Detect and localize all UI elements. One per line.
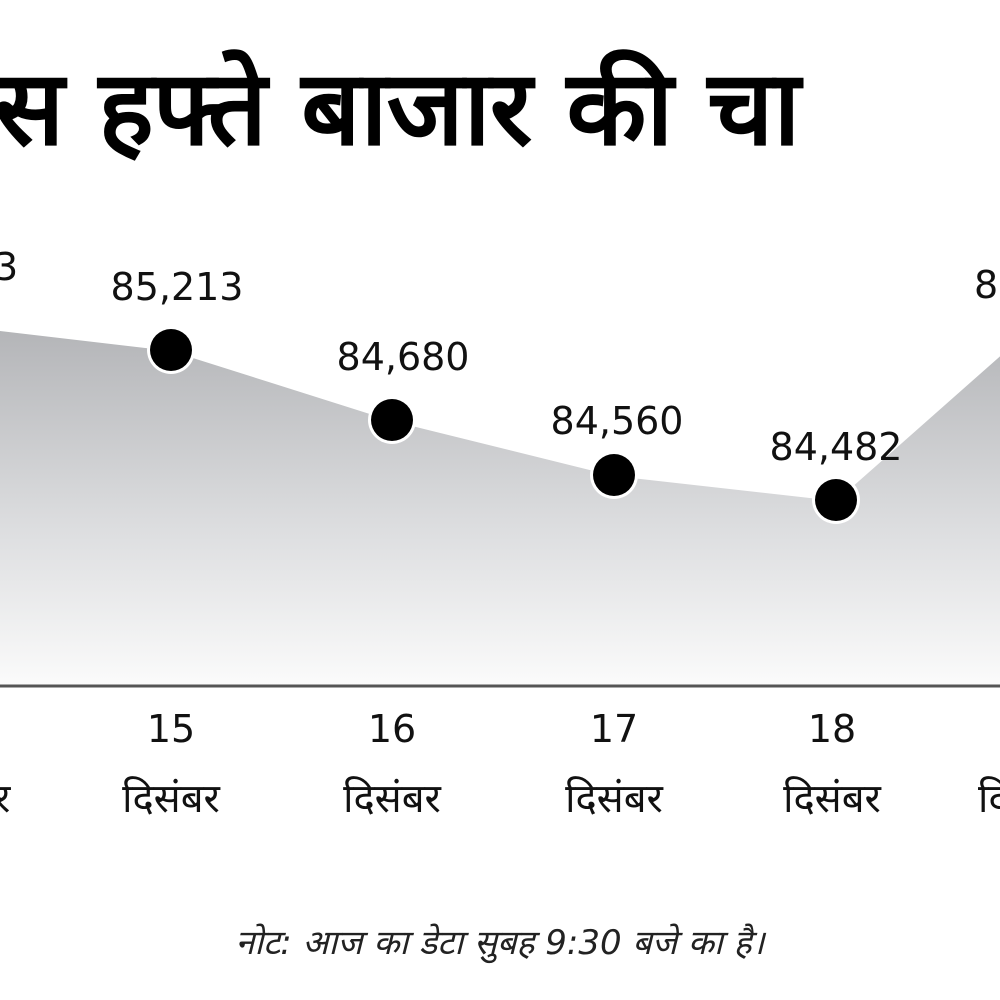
area-fill: [0, 330, 1000, 686]
value-label-15: 85,213: [111, 265, 244, 309]
x-tick-month-15: दिसंबर: [122, 776, 220, 822]
x-tick-month-edge-left: र: [0, 776, 11, 822]
value-label-edge-right: 8: [974, 263, 998, 307]
x-tick-day-15: 15: [147, 707, 195, 751]
area-line: [0, 329, 1000, 502]
data-marker-16: [368, 396, 416, 444]
footnote: नोट: आज का डेटा सुबह 9:30 बजे का है।: [235, 923, 765, 963]
x-tick-month-16: दिसंबर: [343, 776, 441, 822]
x-tick-day-17: 17: [590, 707, 638, 751]
x-tick-day-18: 18: [808, 707, 856, 751]
x-tick-month-18: दिसंबर: [783, 776, 881, 822]
value-label-18: 84,482: [770, 425, 903, 469]
x-tick-month-edge-right: दि: [978, 776, 1000, 822]
value-label-16: 84,680: [337, 335, 470, 379]
data-marker-15: [147, 326, 195, 374]
chart-title: स हफ्ते बाजार की चा: [0, 47, 800, 169]
value-label-edge-left: 3: [0, 245, 18, 289]
data-marker-17: [590, 451, 638, 499]
x-tick-month-17: दिसंबर: [565, 776, 663, 822]
x-tick-day-16: 16: [368, 707, 416, 751]
value-label-17: 84,560: [551, 399, 684, 443]
data-marker-18: [812, 476, 860, 524]
